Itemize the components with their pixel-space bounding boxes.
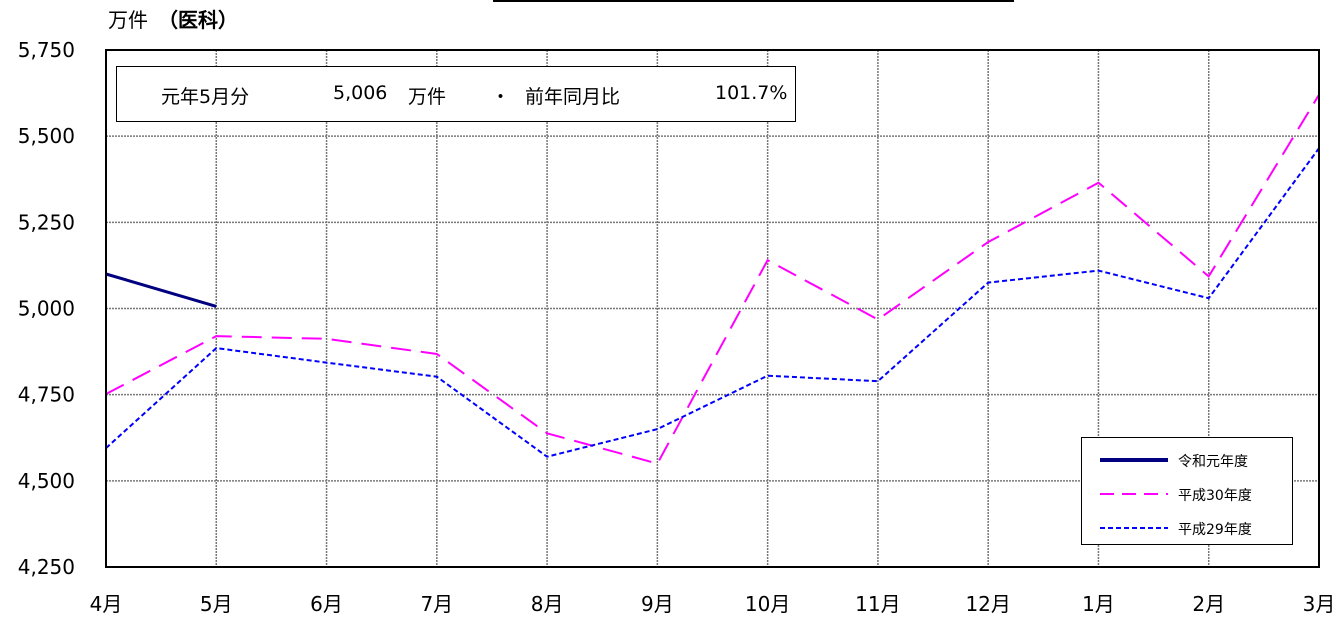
- x-tick-label: 6月: [310, 592, 343, 616]
- legend-item-reiwa1: 令和元年度: [1082, 450, 1292, 470]
- series-lines: [105, 94, 1320, 465]
- x-tick-label: 2月: [1192, 592, 1225, 616]
- legend-label-heisei30: 平成30年度: [1178, 488, 1252, 504]
- y-tick-label: 5,000: [18, 297, 75, 321]
- y-tick-label: 5,750: [18, 38, 75, 62]
- legend-label-reiwa1: 令和元年度: [1178, 454, 1248, 470]
- y-tick-label: 4,750: [18, 383, 75, 407]
- summary-value: 5,006: [333, 82, 388, 104]
- summary-separator: ・: [491, 86, 511, 108]
- legend-swatch-reiwa1: [1100, 458, 1168, 462]
- x-tick-label: 5月: [200, 592, 233, 616]
- x-tick-label: 8月: [531, 592, 564, 616]
- summary-ratio-label: 前年同月比: [525, 86, 621, 108]
- x-tick-labels: 4月 5月 6月 7月 8月 9月 10月 11月 12月 1月 2月 3月: [90, 592, 1336, 616]
- x-tick-label: 4月: [90, 592, 123, 616]
- plot-border: [105, 49, 1320, 568]
- legend-item-heisei29: 平成29年度: [1082, 518, 1292, 538]
- y-tick-label: 4,250: [18, 555, 75, 579]
- category-text: （医科）: [168, 8, 238, 32]
- y-tick-label: 5,500: [18, 124, 75, 148]
- x-tick-label: 9月: [641, 592, 674, 616]
- x-tick-label: 12月: [965, 592, 1010, 616]
- summary-ratio: 101.7%: [715, 82, 788, 104]
- y-tick-labels: 4,250 4,500 4,750 5,000 5,250 5,500 5,750: [18, 38, 75, 579]
- y-axis-unit-label: 万件 （医科）: [108, 4, 238, 33]
- title-underline: [493, 0, 1014, 2]
- summary-period: 元年5月分: [161, 86, 250, 108]
- x-tick-label: 7月: [420, 592, 453, 616]
- unit-text: 万件: [108, 8, 148, 32]
- x-tick-label: 11月: [855, 592, 900, 616]
- y-tick-label: 4,500: [18, 469, 75, 493]
- legend-item-heisei30: 平成30年度: [1082, 484, 1292, 504]
- legend-label-heisei29: 平成29年度: [1178, 522, 1252, 538]
- x-tick-label: 1月: [1082, 592, 1115, 616]
- series-line-1: [105, 94, 1320, 465]
- series-line-2: [105, 147, 1320, 458]
- x-tick-label: 3月: [1303, 592, 1336, 616]
- x-tick-label: 10月: [745, 592, 790, 616]
- legend-swatch-heisei30: [1100, 493, 1168, 495]
- summary-unit: 万件: [408, 86, 447, 108]
- summary-box: 元年5月分 5,006 万件 ・ 前年同月比 101.7%: [116, 66, 796, 122]
- legend-swatch-heisei29: [1100, 527, 1168, 529]
- y-tick-label: 5,250: [18, 210, 75, 234]
- series-line-0: [105, 272, 217, 308]
- legend: 令和元年度 平成30年度 平成29年度: [1081, 437, 1293, 545]
